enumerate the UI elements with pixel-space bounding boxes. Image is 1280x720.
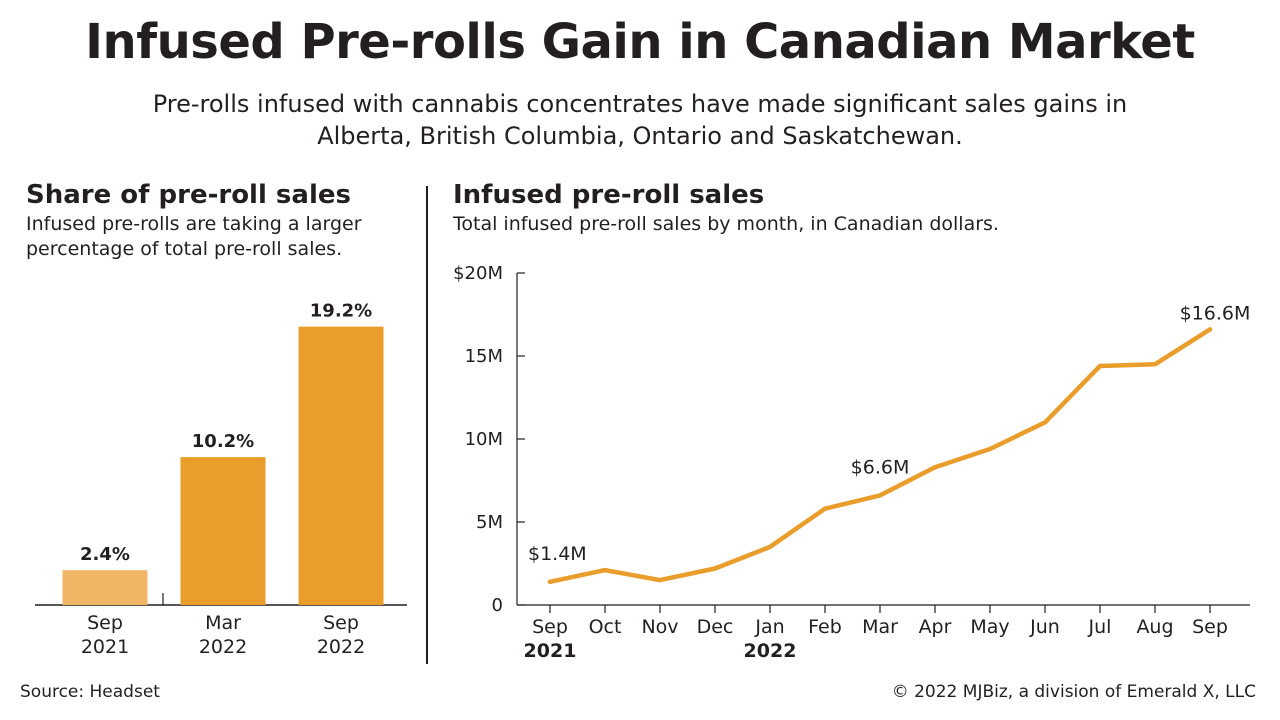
x-tick-label-6: Mar xyxy=(862,616,898,638)
data-point-2 xyxy=(657,577,663,583)
data-point-8 xyxy=(987,446,993,452)
bar-value-label-1: 10.2% xyxy=(192,431,254,452)
x-tick-label-8: May xyxy=(970,616,1009,638)
data-point-5 xyxy=(822,506,828,511)
data-point-0 xyxy=(547,579,553,584)
x-tick-label-0: Sep xyxy=(532,616,568,638)
data-point-1 xyxy=(602,567,608,573)
left-panel-title: Share of pre-roll sales xyxy=(26,180,351,210)
x-tick-label-12: Sep xyxy=(1192,616,1228,638)
bar-category-month-0: Sep xyxy=(87,612,123,634)
page-title: Infused Pre-rolls Gain in Canadian Marke… xyxy=(85,14,1195,70)
bar-value-label-0: 2.4% xyxy=(80,544,130,565)
annotation-label-1: $6.6M xyxy=(851,456,910,478)
data-point-7 xyxy=(932,465,938,470)
y-tick-label-2: 10M xyxy=(465,429,503,450)
data-point-10 xyxy=(1097,363,1103,369)
data-point-11 xyxy=(1152,362,1158,367)
bar-value-label-2: 19.2% xyxy=(310,301,372,322)
panel-divider xyxy=(426,186,428,664)
y-tick-label-0: 0 xyxy=(492,595,503,616)
x-tick-label-7: Apr xyxy=(919,616,952,638)
y-tick-label-1: 5M xyxy=(476,512,503,533)
bar-category-year-0: 2021 xyxy=(81,636,129,658)
data-point-3 xyxy=(712,566,718,571)
page-subtitle: Pre-rolls infused with cannabis concentr… xyxy=(152,90,1128,150)
bar-1 xyxy=(180,457,266,605)
x-year-label-0: 2021 xyxy=(524,640,577,662)
x-tick-label-4: Jan xyxy=(754,616,784,638)
data-point-9 xyxy=(1042,420,1048,425)
bar-category-year-2: 2022 xyxy=(317,636,365,658)
data-point-4 xyxy=(767,544,773,550)
bar-category-month-1: Mar xyxy=(205,612,241,634)
x-tick-label-11: Aug xyxy=(1136,616,1173,638)
y-tick-label-3: 15M xyxy=(465,346,503,367)
bar-2 xyxy=(298,326,384,605)
sales-line-chart: 0 5M 10M 15M $20M Sep Oct Nov Dec Jan Feb Mar Apr May… xyxy=(453,263,1251,662)
x-tick-label-10: Jul xyxy=(1088,616,1112,638)
bar-0 xyxy=(62,570,148,605)
x-year-label-4: 2022 xyxy=(744,640,797,662)
annotation-label-2: $16.6M xyxy=(1180,302,1251,324)
annotation-label-0: $1.4M xyxy=(528,543,587,565)
bar-category-year-1: 2022 xyxy=(199,636,247,658)
data-point-6 xyxy=(877,493,883,498)
right-panel-subtitle: Total infused pre-roll sales by month, i… xyxy=(453,213,999,235)
copyright-note: © 2022 MJBiz, a division of Emerald X, L… xyxy=(891,682,1256,702)
x-tick-label-5: Feb xyxy=(808,616,842,638)
right-panel-title: Infused pre-roll sales xyxy=(453,180,765,210)
x-tick-label-3: Dec xyxy=(697,616,734,638)
source-note: Source: Headset xyxy=(20,682,160,702)
y-tick-label-4: $20M xyxy=(453,263,503,284)
x-tick-label-1: Oct xyxy=(589,616,622,638)
left-panel-subtitle: Infused pre-rolls are taking a larger pe… xyxy=(26,213,362,260)
x-tick-label-2: Nov xyxy=(641,616,678,638)
x-tick-label-9: Jun xyxy=(1029,616,1060,638)
data-point-12 xyxy=(1207,327,1213,332)
bar-category-month-2: Sep xyxy=(323,612,359,634)
